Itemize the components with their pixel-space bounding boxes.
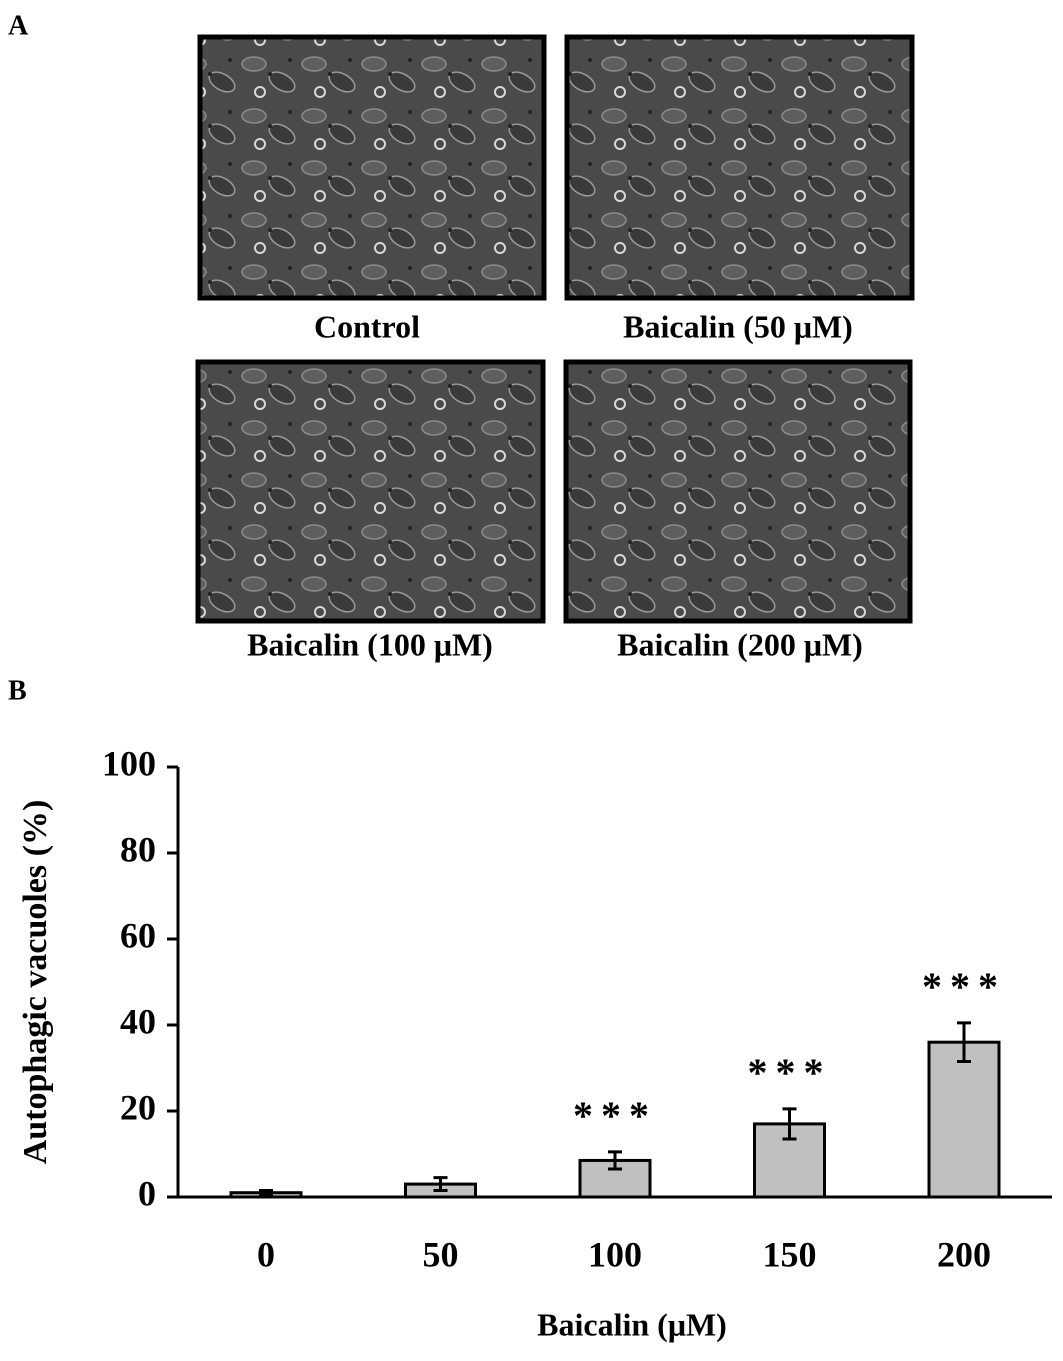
caption: Baicalin (50 μM) [623, 308, 853, 344]
error-bar [782, 1107, 797, 1141]
significance-label: *** [922, 964, 1006, 1009]
x-axis-label: Baicalin (μM) [537, 1306, 727, 1342]
caption: Baicalin (100 μM) [247, 626, 493, 662]
y-axis-label: Autophagic vacuoles (%) [17, 800, 54, 1165]
y-tick-label: 40 [120, 1001, 156, 1041]
significance-label: *** [573, 1093, 657, 1138]
caption: Control [314, 308, 420, 344]
caption: Baicalin (200 μM) [617, 626, 863, 662]
y-tick-label: 100 [102, 743, 156, 783]
error-bar [608, 1150, 622, 1171]
bar [927, 1040, 1001, 1199]
micrographs [195, 34, 915, 624]
micrograph [563, 359, 913, 624]
x-tick-label: 0 [257, 1234, 275, 1274]
micrograph [197, 34, 547, 301]
significance-label: *** [748, 1050, 832, 1095]
y-tick-label: 0 [138, 1173, 156, 1213]
y-tick-label: 20 [120, 1087, 156, 1127]
x-tick-label: 100 [588, 1234, 642, 1274]
y-tick-label: 80 [120, 829, 156, 869]
y-tick-label: 60 [120, 915, 156, 955]
x-tick-label: 150 [763, 1234, 817, 1274]
micrograph [195, 359, 546, 624]
error-bar [433, 1176, 448, 1193]
panel-label: A [8, 10, 29, 41]
x-tick-label: 50 [423, 1234, 459, 1274]
x-tick-label: 200 [937, 1234, 991, 1274]
micrograph [564, 34, 915, 301]
error-bar [259, 1189, 273, 1197]
error-bar [957, 1021, 971, 1064]
panel-label: B [8, 675, 27, 706]
